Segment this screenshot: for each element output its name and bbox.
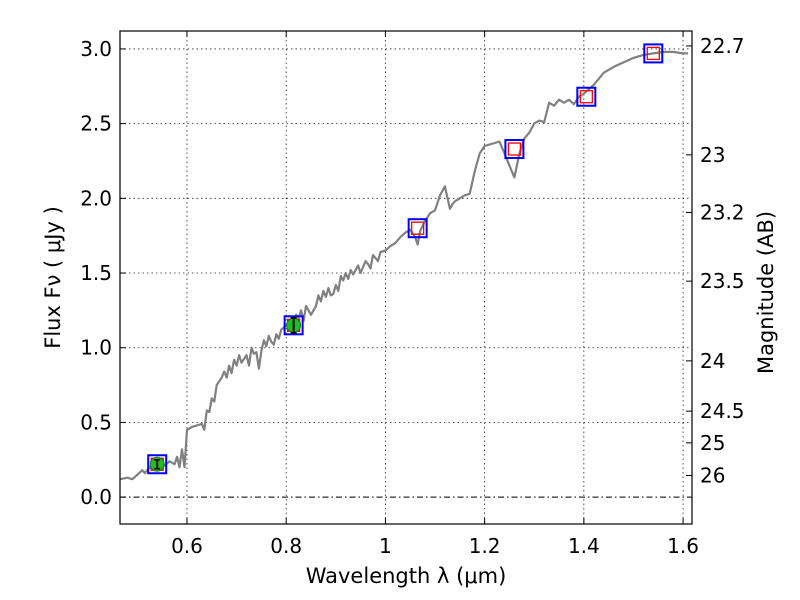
band-box-marker <box>283 315 304 336</box>
magnitude-tick-label: 22.7 <box>700 34 745 58</box>
y-axis-label: Flux Fν ( μJy ) <box>41 206 65 349</box>
marker-layer <box>147 43 664 475</box>
y-tick-label: 2.5 <box>80 112 112 136</box>
x-tick-label: 1.2 <box>469 534 501 558</box>
band-box-marker <box>576 86 597 107</box>
magnitude-axis-label: Magnitude (AB) <box>754 211 778 374</box>
band-box-marker <box>147 454 168 475</box>
y-tick-label: 1.0 <box>80 336 112 360</box>
y-tick-label: 0.5 <box>80 410 112 434</box>
y-tick-label: 0.0 <box>80 485 112 509</box>
magnitude-tick-label: 23.5 <box>700 269 745 293</box>
x-tick-label: 1.4 <box>568 534 600 558</box>
x-tick-label: 0.8 <box>270 534 302 558</box>
grid-layer <box>120 31 692 524</box>
y-tick-label: 1.5 <box>80 261 112 285</box>
x-tick-label: 0.6 <box>171 534 203 558</box>
model-flux-marker <box>579 90 593 104</box>
magnitude-tick-label: 26 <box>700 464 725 488</box>
model-flux-marker <box>411 221 425 235</box>
spectrum-line <box>119 50 688 481</box>
magnitude-tick-label: 24.5 <box>700 399 745 423</box>
plot-frame <box>119 30 693 525</box>
model-flux-marker <box>507 142 522 156</box>
model-flux-marker <box>646 46 660 61</box>
magnitude-tick-label: 23.2 <box>700 200 745 224</box>
band-box-marker <box>504 139 525 160</box>
band-box-marker <box>407 218 428 239</box>
x-tick-label: 1 <box>379 534 392 558</box>
band-box-marker <box>643 43 664 64</box>
x-axis-label: Wavelength λ (μm) <box>306 564 507 588</box>
y-tick-label: 2.0 <box>80 186 112 210</box>
tick-layer: 0.6 0.8 1 1.2 1.4 1.6 0.0 0.5 1.0 1.5 2.0 2.5 3.0 22.… <box>80 31 745 558</box>
magnitude-tick-label: 23 <box>700 143 725 167</box>
magnitude-tick-label: 24 <box>700 349 725 373</box>
y-tick-label: 3.0 <box>80 37 112 61</box>
x-tick-label: 1.6 <box>667 534 699 558</box>
magnitude-tick-label: 25 <box>700 431 725 455</box>
